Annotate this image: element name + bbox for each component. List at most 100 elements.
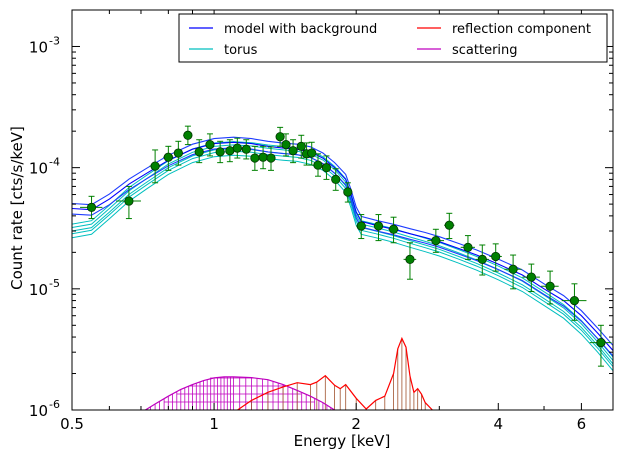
data-point: [275, 126, 285, 147]
data-point-marker: [124, 196, 134, 206]
data-point: [215, 140, 225, 164]
data-point: [489, 243, 502, 272]
data-point-marker: [508, 264, 518, 274]
data-point: [163, 145, 174, 171]
x-axis-label: Energy [keV]: [294, 432, 391, 450]
data-point-marker: [477, 254, 487, 264]
data-point: [194, 139, 204, 164]
plot-content: [72, 125, 613, 410]
data-point-marker: [373, 221, 384, 231]
legend-label: model with background: [224, 22, 377, 37]
data-point: [313, 153, 323, 177]
data-point: [444, 212, 455, 240]
data-point-marker: [258, 152, 268, 162]
data-point: [343, 182, 353, 203]
data-point: [589, 324, 612, 367]
data-point: [149, 149, 161, 184]
data-point-marker: [321, 163, 332, 173]
data-point-marker: [405, 254, 415, 264]
data-point-marker: [232, 143, 242, 153]
legend-box: [178, 13, 608, 63]
data-point: [403, 242, 417, 280]
data-point: [80, 195, 103, 220]
data-point: [296, 134, 306, 159]
data-point: [475, 244, 489, 276]
y-tick-label: 10: [29, 402, 48, 420]
data-point-marker: [388, 224, 399, 234]
data-point: [288, 139, 298, 164]
data-point: [561, 283, 587, 321]
data-point: [307, 141, 317, 166]
data-point-marker: [281, 139, 291, 150]
data-point: [250, 145, 260, 171]
data-point: [225, 139, 235, 163]
reflection-hatch: [251, 338, 426, 410]
y-tick-label: 10: [29, 281, 48, 299]
clipped-area: [72, 125, 613, 410]
data-point: [522, 263, 540, 293]
data-point-marker: [569, 295, 580, 306]
data-point-marker: [250, 153, 260, 163]
y-axis-label: Count rate [cts/s/keV]: [8, 126, 26, 290]
data-point: [321, 155, 332, 180]
y-tick-exponent: -6: [49, 398, 60, 411]
y-tick-label: 10: [29, 160, 48, 178]
data-point-marker: [431, 236, 441, 246]
data-point-marker: [356, 221, 366, 231]
data-point-marker: [444, 220, 454, 230]
data-point-marker: [313, 160, 323, 170]
data-point: [266, 146, 276, 171]
data-point: [205, 133, 215, 157]
data-point: [241, 139, 251, 160]
data-point: [281, 133, 291, 157]
data-point-marker: [491, 251, 501, 262]
data-point-marker: [215, 147, 225, 157]
y-tick-exponent: -4: [49, 156, 60, 169]
axis-ticks: 0.5 1 2 4 610-610-510-410-3: [29, 9, 614, 433]
data-point: [388, 216, 399, 244]
legend-label: scattering: [452, 43, 518, 58]
data-points: [80, 125, 612, 367]
data-point-marker: [296, 141, 306, 151]
data-point-marker: [596, 337, 606, 348]
legend-label: reflection component: [452, 22, 591, 37]
x-tick-label: 1: [209, 415, 219, 433]
series-line-torus: [72, 144, 613, 361]
series-line-scattering: [144, 376, 335, 410]
data-point: [183, 125, 193, 146]
data-point-marker: [194, 147, 204, 157]
data-point-marker: [205, 139, 215, 150]
series-line-model: [72, 141, 613, 351]
y-tick-exponent: -3: [49, 34, 60, 47]
data-point: [116, 185, 141, 220]
plot-frame: [71, 9, 614, 411]
data-point-marker: [307, 148, 317, 158]
data-point: [541, 270, 559, 305]
legend: model with background reflection componen…: [178, 13, 608, 63]
y-tick-exponent: -5: [49, 277, 60, 290]
data-point-marker: [288, 146, 298, 156]
data-point-marker: [526, 272, 536, 282]
data-point-marker: [163, 152, 173, 162]
data-point: [427, 228, 445, 253]
data-point: [356, 214, 367, 240]
x-tick-label: 0.5: [60, 415, 84, 433]
data-point-marker: [173, 148, 183, 158]
data-point: [504, 254, 522, 290]
legend-label: torus: [224, 43, 258, 58]
x-tick-label: 4: [494, 415, 504, 433]
data-point: [460, 235, 475, 260]
series-line-torus: [72, 150, 613, 367]
data-point: [232, 137, 242, 159]
data-point-marker: [545, 281, 555, 291]
x-tick-label: 2: [351, 415, 361, 433]
x-tick-label: 6: [577, 415, 587, 433]
data-point: [331, 168, 341, 191]
series-line-reflection: [236, 336, 435, 410]
data-point-marker: [183, 130, 193, 140]
y-tick-label: 10: [29, 38, 48, 56]
data-point-marker: [463, 242, 473, 252]
data-point-marker: [86, 202, 97, 212]
data-point-marker: [343, 187, 353, 197]
